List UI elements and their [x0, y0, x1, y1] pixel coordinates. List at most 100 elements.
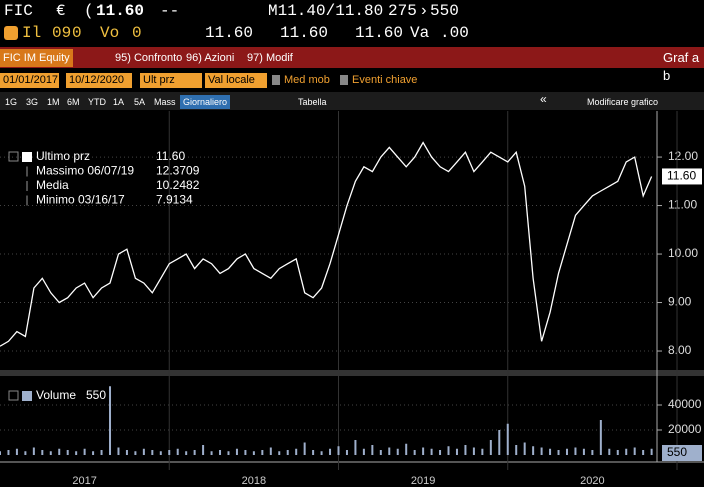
- checkbox[interactable]: [272, 75, 280, 85]
- volume-bar: [202, 445, 205, 455]
- function-bar: [0, 47, 704, 68]
- quote-field: 11.60: [205, 24, 254, 42]
- volume-bar: [227, 451, 230, 455]
- volume-bar: [582, 448, 585, 455]
- legend-value: 12.3709: [156, 164, 200, 178]
- checkbox[interactable]: [340, 75, 348, 85]
- period[interactable]: Giornaliero: [180, 95, 231, 109]
- volume-bar: [159, 451, 162, 455]
- volume-bar: [489, 440, 492, 455]
- volume-bar: [261, 450, 264, 455]
- volume-bar: [379, 450, 382, 455]
- volume-bar: [0, 451, 1, 455]
- volume-bar: [523, 442, 526, 455]
- volume-bar: [388, 447, 391, 455]
- range-button[interactable]: 3G: [26, 97, 39, 107]
- volume-bar: [58, 448, 61, 455]
- y-tick-label: 12.00: [668, 149, 698, 163]
- last-price: 11.60: [96, 2, 145, 20]
- volume-bar: [464, 445, 467, 455]
- start-date[interactable]: 01/01/2017: [0, 73, 59, 88]
- volume-bar: [235, 448, 238, 455]
- security-tab[interactable]: FIC IM Equity: [0, 49, 73, 67]
- range-button[interactable]: 6M: [67, 97, 80, 107]
- table-button[interactable]: Tabella: [298, 97, 327, 107]
- x-tick-label: 2018: [242, 475, 266, 487]
- quote-field: Il: [22, 24, 42, 42]
- option[interactable]: Eventi chiave: [352, 74, 418, 86]
- range-button[interactable]: Mass: [154, 97, 176, 107]
- volume-bar: [506, 423, 509, 455]
- legend-toggle: [8, 390, 19, 401]
- collapse[interactable]: «: [540, 92, 547, 106]
- volume-bar: [396, 448, 399, 455]
- volume-bar: [134, 451, 137, 455]
- volume-bar: [362, 448, 365, 455]
- volume-bar: [286, 450, 289, 455]
- last-tag: [662, 168, 702, 185]
- y-tick-label: 8.00: [668, 343, 692, 357]
- menu-tab[interactable]: 96) Azioni: [186, 52, 235, 64]
- y-tick-label: 9.00: [668, 295, 692, 309]
- volume-bar: [481, 448, 484, 455]
- volume-bar: [303, 442, 306, 455]
- currency: €: [56, 2, 66, 20]
- menu-tab[interactable]: 95) Confronto: [115, 52, 183, 64]
- volume-bar: [591, 450, 594, 455]
- volume-bar: [540, 447, 543, 455]
- volume-bar: [109, 386, 112, 455]
- volume-bar: [83, 448, 86, 455]
- volume-bar: [15, 448, 18, 455]
- last-tag-label: 11.60: [667, 169, 696, 183]
- range-button[interactable]: 1M: [47, 97, 60, 107]
- sep: ›: [419, 2, 429, 20]
- volume-bar: [405, 443, 408, 455]
- quote-field: 09: [52, 24, 72, 42]
- volume-bar: [66, 450, 69, 455]
- title-tab: Graf a b: [663, 50, 700, 83]
- option[interactable]: Med mob: [284, 74, 330, 86]
- legend-value: 10.2482: [156, 178, 200, 192]
- legend-value: 11.60: [156, 149, 185, 163]
- range-button[interactable]: 1G: [5, 97, 18, 107]
- y-tick-label: 40000: [668, 397, 702, 411]
- y-tick-label: 10.00: [668, 246, 698, 260]
- volume-bar: [599, 420, 602, 455]
- legend-label: Massimo 06/07/19: [36, 164, 134, 178]
- legend-swatch: [22, 391, 32, 401]
- currency-select[interactable]: Val locale: [205, 73, 267, 88]
- volume-bar: [278, 451, 281, 455]
- quote-field: Vo: [100, 24, 120, 42]
- field[interactable]: Ult prz: [140, 73, 202, 88]
- y-tick-label: 11.00: [668, 198, 697, 212]
- volume-bar: [7, 450, 10, 455]
- volume-bar: [345, 450, 348, 455]
- volume-bar: [549, 448, 552, 455]
- volume-bar: [447, 446, 450, 455]
- menu-tab[interactable]: 97) Modif: [247, 52, 293, 64]
- volume-bar: [75, 451, 78, 455]
- volume-bar: [329, 448, 332, 455]
- volume-bar: [413, 450, 416, 455]
- range-bar: [0, 92, 704, 110]
- last-tag-label: 550: [667, 445, 687, 459]
- range-button[interactable]: 5A: [134, 97, 146, 107]
- separator: [0, 370, 704, 376]
- change: --: [160, 2, 180, 20]
- quote-field: Va: [410, 24, 430, 42]
- bid-size: 275: [388, 2, 417, 20]
- y-tick-label: 20000: [668, 422, 702, 436]
- end-date[interactable]: 10/12/2020: [66, 73, 132, 88]
- range-button[interactable]: 1A: [113, 97, 125, 107]
- legend-swatch: [22, 152, 32, 162]
- volume-bar: [92, 451, 95, 455]
- volume-bar: [32, 447, 35, 455]
- range-button[interactable]: YTD: [88, 97, 106, 107]
- edit-chart[interactable]: Modificare grafico: [587, 97, 659, 107]
- volume-bar: [430, 448, 433, 455]
- alert-icon[interactable]: [4, 26, 18, 40]
- volume-bar: [371, 445, 374, 455]
- volume-bar: [151, 450, 154, 455]
- volume-bar: [455, 448, 458, 455]
